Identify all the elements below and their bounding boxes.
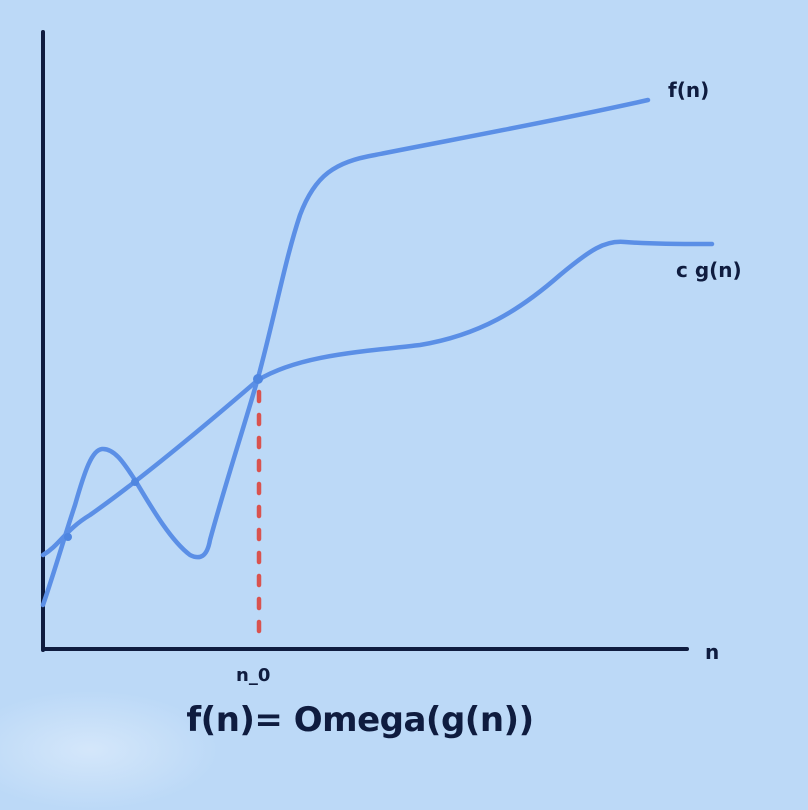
f-curve	[40, 97, 651, 608]
cg-curve-label: c g(n)	[676, 258, 742, 282]
cg-curve	[40, 239, 715, 558]
intersection-point-2	[131, 478, 139, 486]
x-axis-label: n	[705, 640, 719, 664]
omega-diagram: f(n) c g(n) n n_0	[40, 30, 742, 686]
intersection-point-1	[64, 533, 72, 541]
n0-label: n_0	[236, 665, 270, 686]
diagram-caption: f(n)= Omega(g(n))	[186, 700, 534, 740]
intersection-point-n0	[253, 374, 263, 384]
f-curve-label: f(n)	[668, 78, 709, 102]
